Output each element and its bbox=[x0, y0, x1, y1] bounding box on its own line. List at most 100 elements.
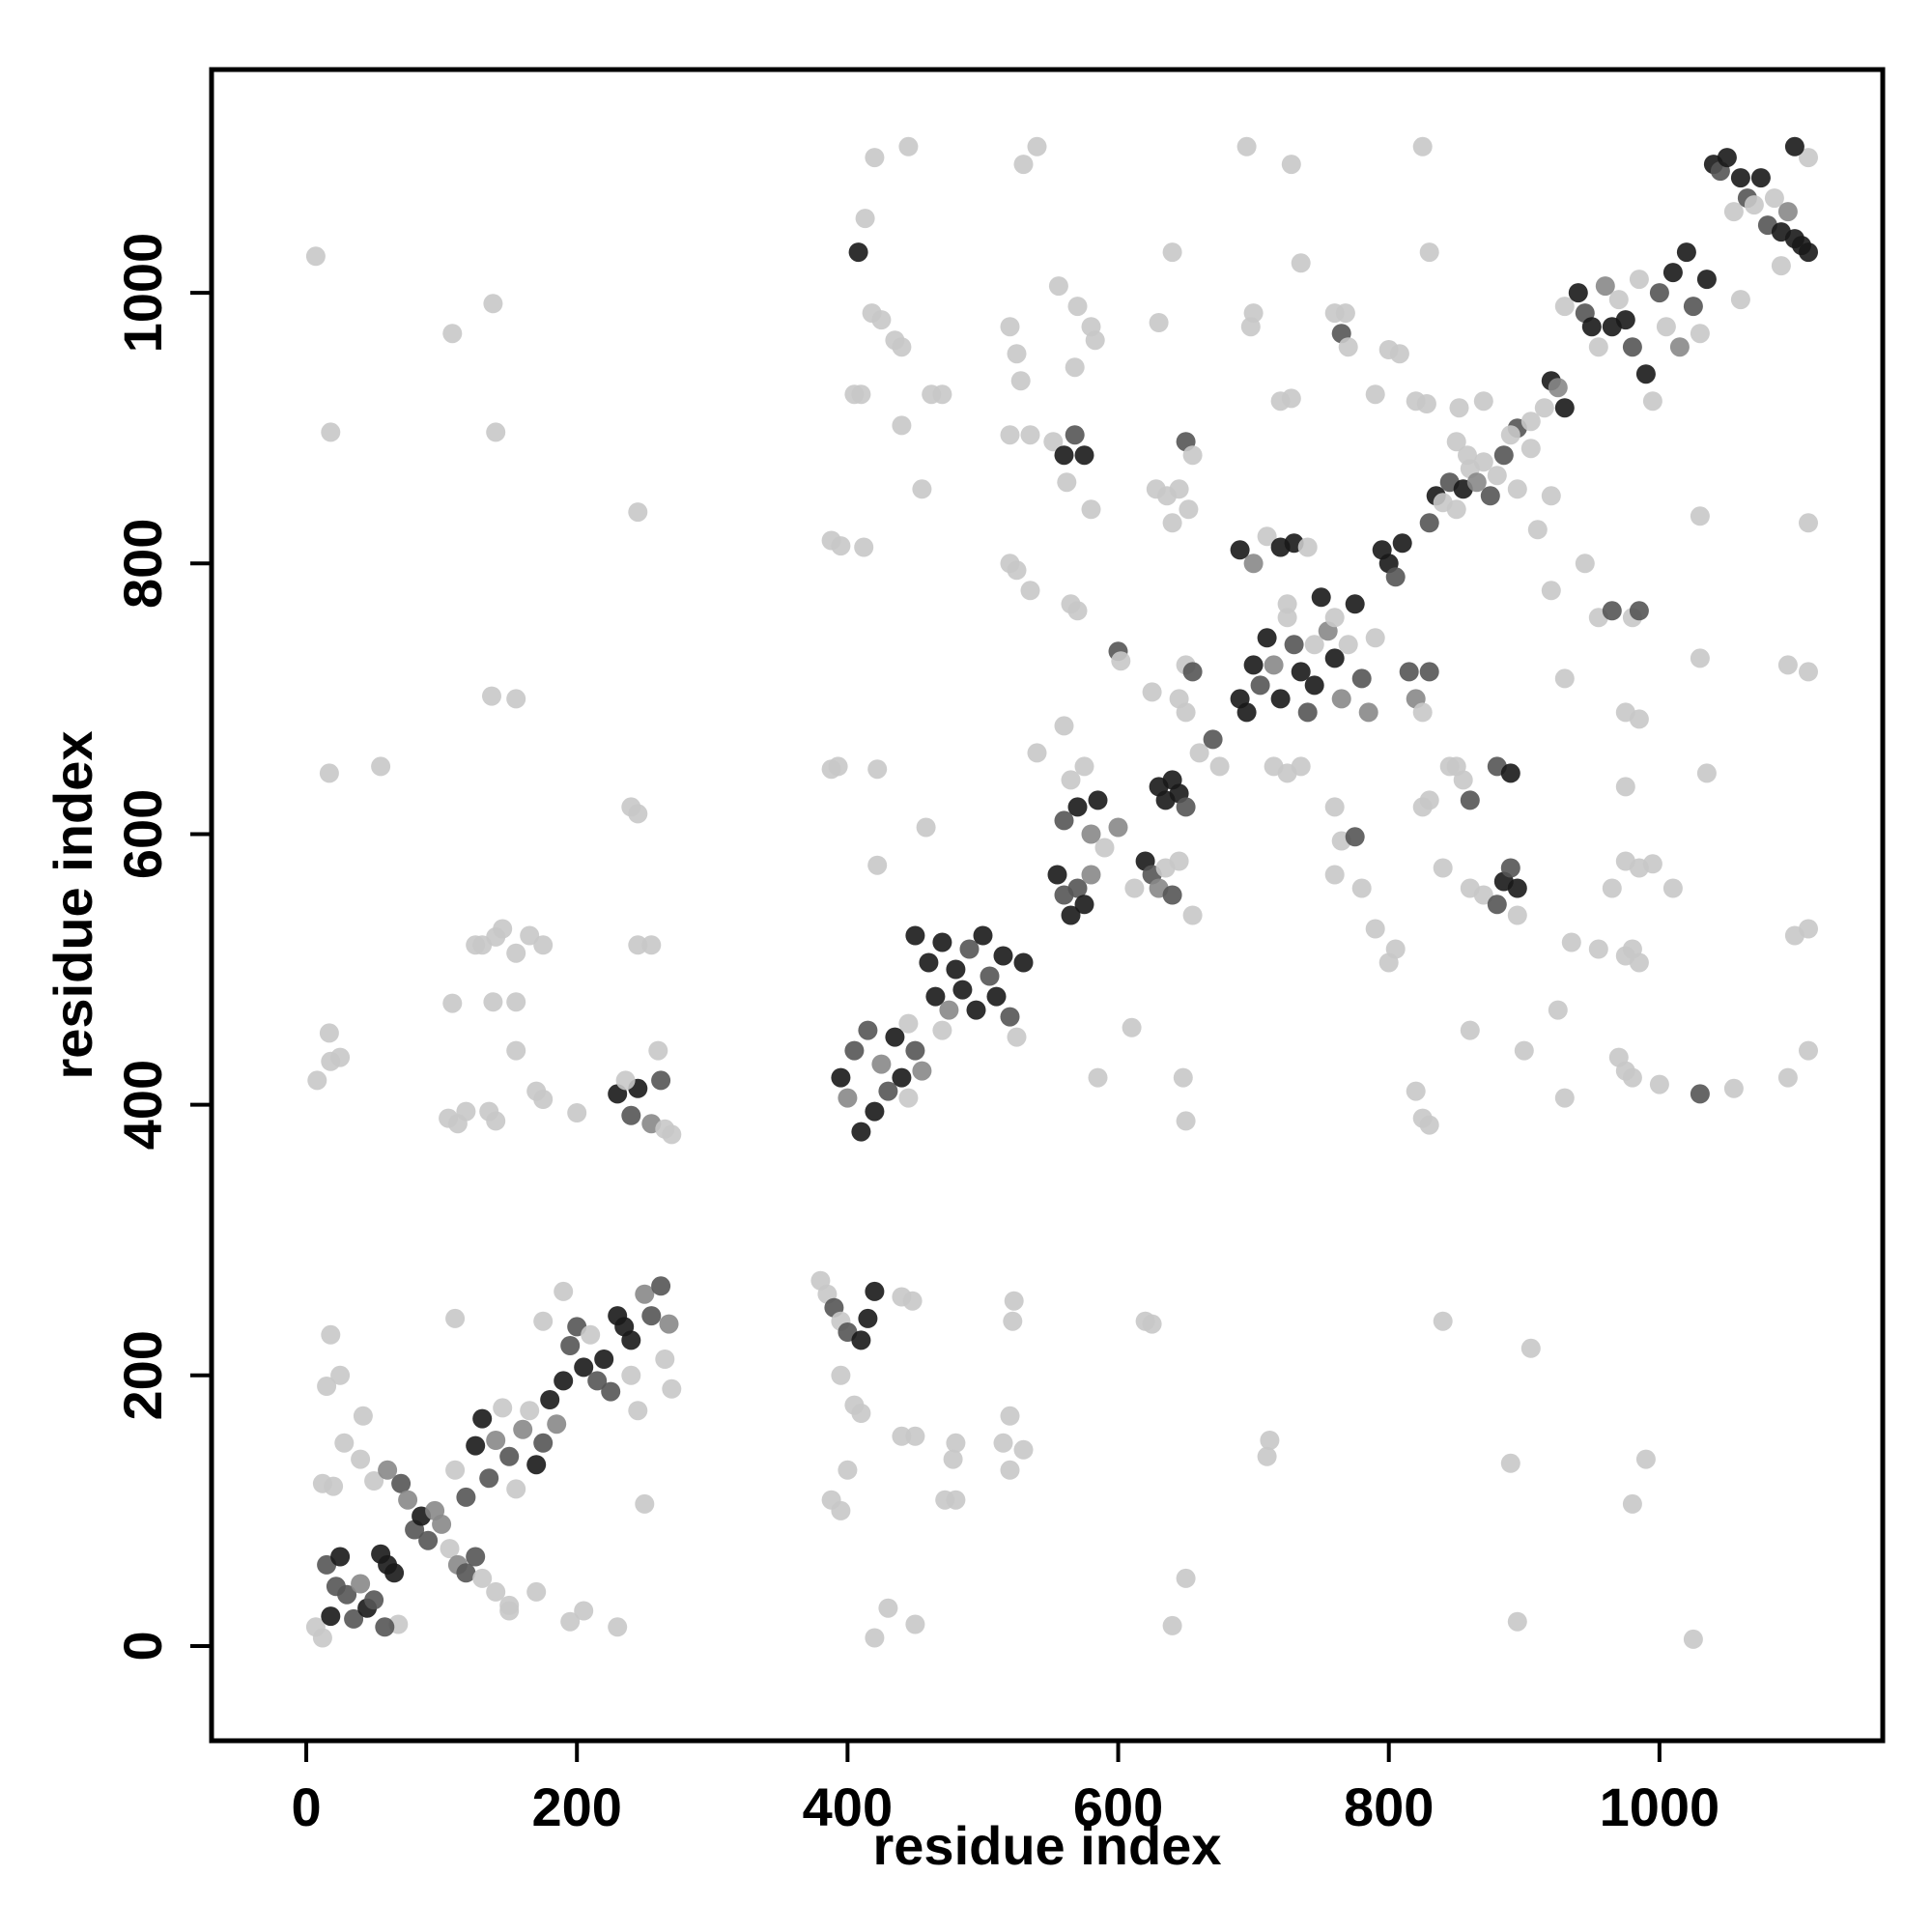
data-point bbox=[1162, 242, 1182, 263]
data-point bbox=[506, 1479, 526, 1499]
data-point bbox=[312, 1473, 332, 1493]
data-point bbox=[1081, 824, 1101, 844]
data-point bbox=[1683, 1629, 1703, 1649]
data-point bbox=[560, 1611, 581, 1632]
data-point bbox=[1000, 1007, 1020, 1027]
data-point bbox=[662, 1124, 682, 1145]
data-point bbox=[513, 1419, 533, 1439]
data-point bbox=[1236, 702, 1257, 723]
data-point bbox=[892, 1426, 912, 1446]
data-point bbox=[1054, 810, 1074, 831]
data-point bbox=[442, 993, 463, 1013]
data-point bbox=[902, 1291, 923, 1311]
data-point bbox=[1111, 651, 1131, 671]
data-point bbox=[662, 1378, 682, 1399]
data-point bbox=[1331, 689, 1351, 709]
data-point bbox=[865, 1101, 885, 1122]
data-point bbox=[1602, 601, 1622, 621]
data-point bbox=[493, 1398, 513, 1418]
data-point bbox=[892, 1067, 912, 1088]
data-point bbox=[838, 1460, 858, 1480]
data-point bbox=[1176, 702, 1196, 723]
data-point bbox=[344, 1608, 364, 1629]
data-point bbox=[1676, 242, 1696, 263]
data-point bbox=[1243, 554, 1264, 574]
data-point bbox=[1000, 425, 1020, 445]
data-point bbox=[1615, 777, 1635, 797]
data-point bbox=[867, 759, 888, 780]
data-point bbox=[1799, 148, 1818, 168]
data-point bbox=[858, 1020, 878, 1040]
data-point bbox=[1554, 398, 1575, 418]
data-point bbox=[1412, 136, 1433, 156]
data-point bbox=[1534, 398, 1554, 418]
data-point bbox=[1240, 317, 1261, 337]
data-point bbox=[1257, 526, 1277, 547]
x-axis: 0 200 400 600 800 1000 bbox=[291, 1741, 1719, 1837]
data-point bbox=[1169, 479, 1189, 499]
data-point bbox=[1291, 756, 1311, 777]
data-point bbox=[506, 1040, 526, 1061]
data-point bbox=[898, 1013, 919, 1034]
data-point bbox=[946, 1433, 966, 1453]
data-point bbox=[1189, 743, 1209, 763]
data-point bbox=[520, 925, 540, 946]
data-point bbox=[973, 925, 993, 946]
data-point bbox=[483, 992, 503, 1012]
data-point bbox=[1142, 682, 1162, 702]
data-point bbox=[831, 1500, 851, 1520]
x-tick-label: 1000 bbox=[1600, 1776, 1720, 1837]
data-point bbox=[959, 939, 980, 959]
data-point bbox=[892, 337, 912, 357]
data-point bbox=[1176, 1568, 1196, 1588]
data-point bbox=[1081, 865, 1101, 885]
data-point bbox=[1777, 1067, 1798, 1088]
data-point bbox=[1297, 537, 1318, 557]
x-tick-label: 200 bbox=[531, 1776, 621, 1837]
data-point bbox=[1541, 486, 1561, 506]
data-point bbox=[621, 1365, 641, 1385]
data-point bbox=[1799, 242, 1818, 263]
data-point bbox=[1270, 689, 1291, 709]
data-point bbox=[1074, 756, 1094, 777]
data-point bbox=[980, 966, 1000, 986]
data-point bbox=[919, 952, 939, 973]
data-point bbox=[1764, 188, 1784, 209]
data-point bbox=[905, 1426, 925, 1446]
data-point bbox=[1730, 168, 1750, 188]
data-point bbox=[993, 1433, 1013, 1453]
y-tick-label: 1000 bbox=[112, 233, 173, 354]
data-point bbox=[865, 148, 885, 168]
data-point bbox=[1351, 878, 1372, 898]
data-point bbox=[547, 1414, 567, 1435]
data-point bbox=[1662, 878, 1683, 898]
data-point bbox=[1179, 499, 1199, 520]
y-axis: 0 200 400 600 800 1000 bbox=[112, 233, 212, 1662]
data-point bbox=[1419, 513, 1439, 533]
data-point bbox=[317, 1377, 337, 1396]
data-point bbox=[1324, 865, 1345, 885]
data-point bbox=[905, 925, 925, 946]
data-point bbox=[1419, 1115, 1439, 1135]
data-point bbox=[1094, 838, 1115, 858]
y-tick-label: 800 bbox=[112, 519, 173, 609]
data-point bbox=[659, 1314, 679, 1334]
data-point bbox=[1013, 952, 1034, 973]
data-point bbox=[1291, 253, 1311, 273]
data-point bbox=[307, 1070, 327, 1091]
data-point bbox=[1629, 270, 1649, 290]
data-point bbox=[1622, 337, 1642, 357]
data-point bbox=[499, 1446, 520, 1466]
data-point bbox=[935, 1490, 955, 1510]
data-point bbox=[1230, 540, 1250, 560]
data-point bbox=[1260, 1431, 1280, 1450]
data-point bbox=[1365, 919, 1385, 939]
y-tick-label: 200 bbox=[112, 1330, 173, 1420]
points-layer bbox=[305, 136, 1818, 1649]
data-point bbox=[1608, 290, 1629, 310]
data-point bbox=[932, 384, 952, 405]
data-point bbox=[1203, 729, 1223, 750]
data-point bbox=[371, 756, 391, 777]
data-point bbox=[321, 1606, 341, 1627]
data-point bbox=[1777, 655, 1798, 675]
